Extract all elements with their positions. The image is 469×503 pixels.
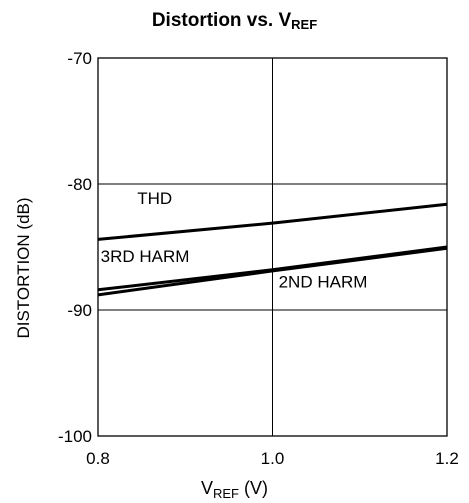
grid [98,58,447,436]
chart-title-subscript: REF [291,17,318,32]
series-layer [97,202,448,297]
x-axis-label: VREF (V) [0,478,469,501]
y-tick-label: -70 [67,49,92,68]
y-tick-label: -100 [58,427,92,446]
plot-frame [97,57,448,437]
series-label: THD [137,189,172,208]
series-line-2nd-harm [97,246,448,297]
y-tick-label: -80 [67,175,92,194]
tick-labels: 0.8 1.0 1.2 -100 -90 -80 -70 [58,49,459,468]
x-tick-label: 1.0 [261,449,285,468]
x-tick-label: 1.2 [435,449,459,468]
chart-title: Distortion vs. VREF [0,10,469,32]
series-line-thd [97,202,448,241]
y-axis-label: DISTORTION (dB) [14,197,33,338]
y-tick-label: -90 [67,301,92,320]
series-label: 2ND HARM [279,272,368,291]
annotations: THD 3RD HARM 2ND HARM [101,189,368,291]
x-axis-label-unit: (V) [239,478,268,498]
series-label: 3RD HARM [101,247,190,266]
x-axis-label-subscript: REF [213,486,239,501]
x-axis-label-text: V [200,478,213,498]
chart-title-text: Distortion vs. V [151,10,292,31]
x-tick-label: 0.8 [86,449,110,468]
